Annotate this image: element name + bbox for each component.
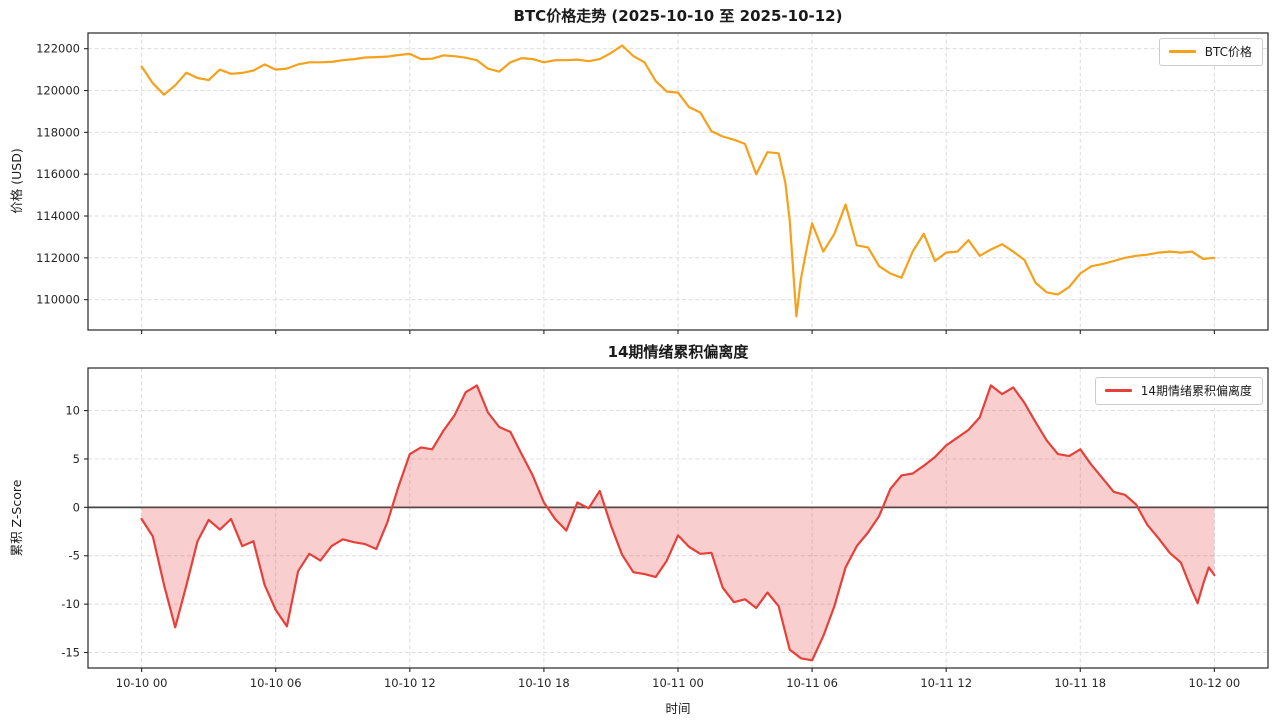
y-tick-label: 5 — [73, 452, 80, 466]
sentiment-chart-title: 14期情绪累积偏离度 — [607, 343, 749, 361]
price-chart-title: BTC价格走势 (2025-10-10 至 2025-10-12) — [513, 7, 843, 25]
x-tick-label: 10-11 06 — [786, 676, 838, 690]
x-tick-label: 10-12 00 — [1189, 676, 1241, 690]
y-tick-label: -15 — [61, 646, 80, 660]
y-tick-label: -10 — [61, 597, 80, 611]
y-tick-label: 112000 — [36, 251, 80, 265]
x-tick-label: 10-11 12 — [920, 676, 972, 690]
x-tick-label: 10-10 06 — [250, 676, 302, 690]
x-tick-label: 10-10 18 — [518, 676, 570, 690]
y-tick-label: 10 — [65, 404, 80, 418]
sentiment-line — [140, 384, 1216, 662]
x-tick-label: 10-11 00 — [652, 676, 704, 690]
y-tick-label: -5 — [69, 549, 80, 563]
sentiment-y-axis-label: 累积 Z-Score — [9, 479, 24, 557]
sentiment-legend: 14期情绪累积偏离度 — [1094, 377, 1263, 405]
price-legend: BTC价格 — [1158, 38, 1263, 66]
sentiment-legend-line-swatch — [1104, 389, 1132, 392]
sentiment-legend-label: 14期情绪累积偏离度 — [1140, 384, 1252, 398]
y-tick-label: 120000 — [36, 84, 80, 98]
price-legend-label: BTC价格 — [1204, 45, 1252, 59]
x-axis-label: 时间 — [665, 701, 691, 716]
price-line — [140, 44, 1216, 318]
x-tick-label: 10-10 00 — [116, 676, 168, 690]
y-tick-label: 0 — [73, 500, 80, 514]
price-y-axis-label: 价格 (USD) — [9, 148, 24, 214]
y-tick-label: 114000 — [36, 209, 80, 223]
y-tick-label: 118000 — [36, 125, 80, 139]
x-tick-label: 10-11 18 — [1054, 676, 1106, 690]
price-legend-line-swatch — [1168, 50, 1196, 53]
y-tick-label: 122000 — [36, 42, 80, 56]
y-tick-label: 116000 — [36, 167, 80, 181]
x-tick-label: 10-10 12 — [384, 676, 436, 690]
y-tick-label: 110000 — [36, 293, 80, 307]
